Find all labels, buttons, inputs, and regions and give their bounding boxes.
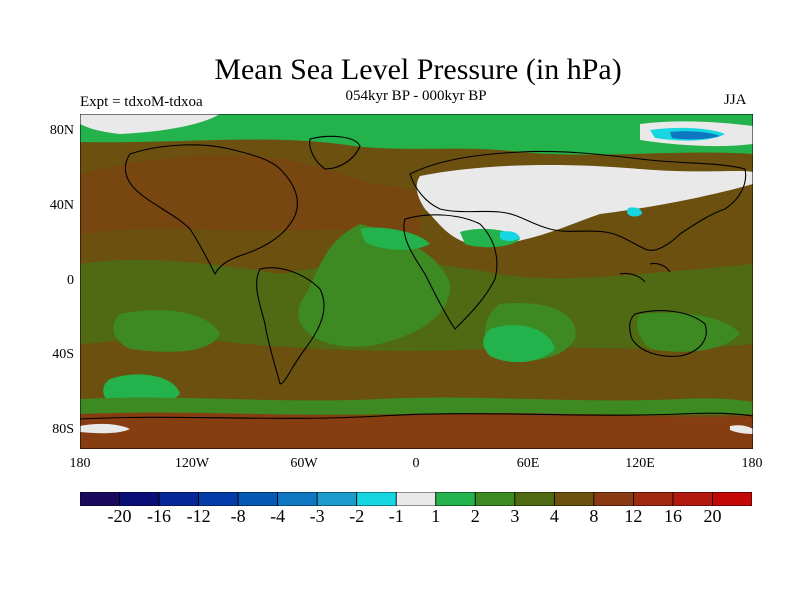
colorbar-label: 12 bbox=[624, 506, 643, 526]
y-tick-80s: 80S bbox=[52, 422, 74, 437]
x-tick-60e: 60E bbox=[516, 456, 540, 471]
colorbar-label: -3 bbox=[309, 506, 325, 526]
y-tick-40s: 40S bbox=[52, 347, 74, 362]
colorbar-label: -2 bbox=[349, 506, 365, 526]
y-tick-0: 0 bbox=[67, 273, 74, 288]
x-tick-60w: 60W bbox=[290, 456, 318, 471]
colorbar-box bbox=[237, 491, 279, 507]
colorbar-label: -12 bbox=[186, 506, 211, 526]
map-subtitle: 054kyr BP - 000kyr BP bbox=[345, 88, 487, 104]
colorbar-label: 8 bbox=[589, 506, 599, 526]
map-title: Mean Sea Level Pressure (in hPa) bbox=[214, 53, 622, 86]
colorbar-label: -1 bbox=[388, 506, 404, 526]
x-tick-180-left: 180 bbox=[69, 456, 91, 471]
colorbar-box bbox=[633, 491, 674, 507]
colorbar-label: -20 bbox=[107, 506, 132, 526]
x-tick-120e: 120E bbox=[625, 456, 655, 471]
colorbar-box bbox=[79, 491, 120, 507]
colorbar-box bbox=[672, 491, 713, 507]
colorbar-box bbox=[553, 491, 595, 507]
colorbar-box bbox=[119, 491, 160, 507]
colorbar-box bbox=[316, 491, 358, 507]
colorbar-label: 2 bbox=[470, 506, 480, 526]
colorbar-label: -16 bbox=[147, 506, 172, 526]
colorbar-label: 1 bbox=[431, 506, 441, 526]
colorbar-label: 20 bbox=[703, 506, 722, 526]
colorbar-box bbox=[514, 491, 555, 507]
colorbar bbox=[79, 491, 753, 511]
y-tick-40n: 40N bbox=[49, 198, 74, 213]
season-label: JJA bbox=[724, 92, 747, 108]
pressure-map bbox=[80, 114, 753, 449]
colorbar-box bbox=[435, 491, 476, 507]
colorbar-box bbox=[198, 491, 239, 507]
colorbar-box bbox=[395, 491, 437, 507]
colorbar-box bbox=[356, 491, 397, 507]
x-tick-180-right: 180 bbox=[741, 456, 763, 471]
colorbar-box bbox=[277, 491, 318, 507]
colorbar-box bbox=[158, 491, 199, 507]
colorbar-label: -4 bbox=[270, 506, 286, 526]
colorbar-label: -8 bbox=[230, 506, 246, 526]
experiment-label: Expt = tdxoM-tdxoa bbox=[80, 94, 203, 110]
colorbar-box bbox=[474, 491, 516, 507]
colorbar-box bbox=[593, 491, 634, 507]
x-tick-120w: 120W bbox=[174, 456, 210, 471]
y-tick-80n: 80N bbox=[49, 123, 74, 138]
x-tick-0: 0 bbox=[412, 456, 420, 471]
colorbar-label: 16 bbox=[663, 506, 682, 526]
colorbar-label: 3 bbox=[510, 506, 520, 526]
colorbar-box bbox=[712, 491, 753, 507]
colorbar-label: 4 bbox=[549, 506, 559, 526]
